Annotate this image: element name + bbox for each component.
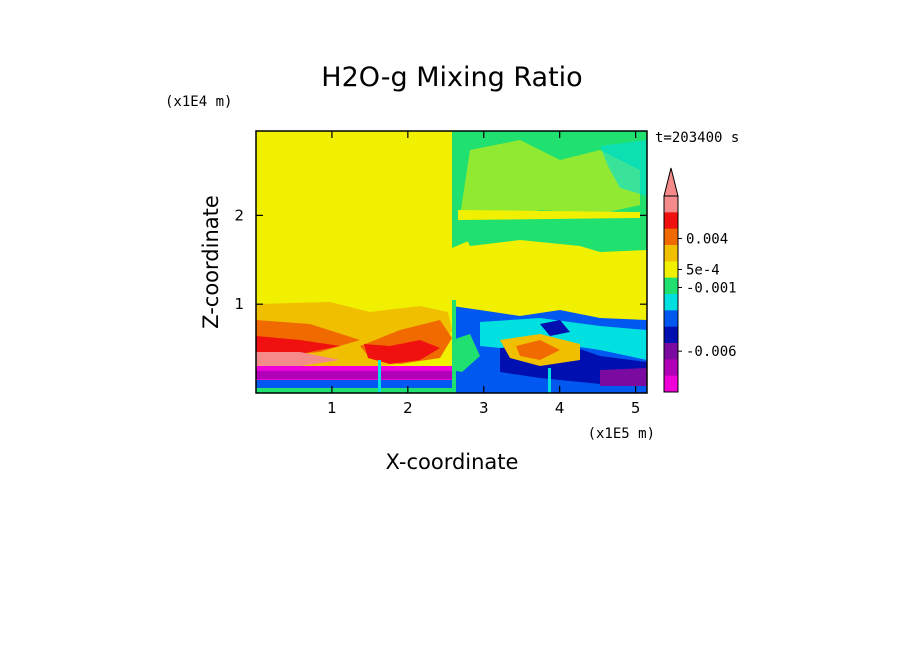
colorbar-label: 0.004: [686, 231, 728, 247]
colorbar-swatch: [664, 228, 678, 246]
colorbar-label: 5e-4: [686, 263, 720, 279]
plot-frame: [255, 130, 648, 394]
chart-title: H2O-g Mixing Ratio: [321, 62, 582, 93]
y-tick-label: 2: [234, 206, 244, 224]
x-tick-label: 4: [555, 399, 565, 417]
colorbar-swatch: [664, 326, 678, 344]
y-tick-label: 1: [234, 295, 244, 313]
x-tick-label: 3: [479, 399, 489, 417]
x-axis-ticks: 1 2 3 4 5: [327, 131, 640, 417]
colorbar-extension-arrow: [663, 167, 679, 197]
colorbar-swatch: [664, 261, 678, 279]
x-tick-label: 5: [631, 399, 641, 417]
contour-field: [256, 131, 647, 393]
colorbar-frame: [663, 195, 679, 393]
colorbar: 0.004 5e-4-0.001 -0.006: [663, 167, 737, 393]
x-tick-label: 1: [327, 399, 337, 417]
y-axis-ticks: 12: [234, 206, 647, 313]
colorbar-swatch: [664, 245, 678, 262]
y-axis-label: Z-coordinate: [199, 195, 223, 329]
colorbar-swatch: [664, 277, 678, 295]
colorbar-label: -0.006: [686, 344, 737, 360]
colorbar-swatch: [664, 343, 678, 360]
colorbar-swatch: [664, 294, 678, 311]
x-tick-label: 2: [403, 399, 413, 417]
x-multiplier-label: (x1E5 m): [588, 426, 655, 442]
y-multiplier-label: (x1E4 m): [165, 94, 232, 110]
colorbar-swatch: [664, 310, 678, 328]
x-axis-label: X-coordinate: [386, 450, 519, 474]
colorbar-swatch: [664, 196, 678, 213]
colorbar-swatch: [664, 375, 678, 393]
colorbar-label: -0.001: [686, 280, 737, 296]
time-label: t=203400 s: [655, 130, 739, 146]
colorbar-swatch: [664, 359, 678, 377]
colorbar-swatch: [664, 212, 678, 230]
